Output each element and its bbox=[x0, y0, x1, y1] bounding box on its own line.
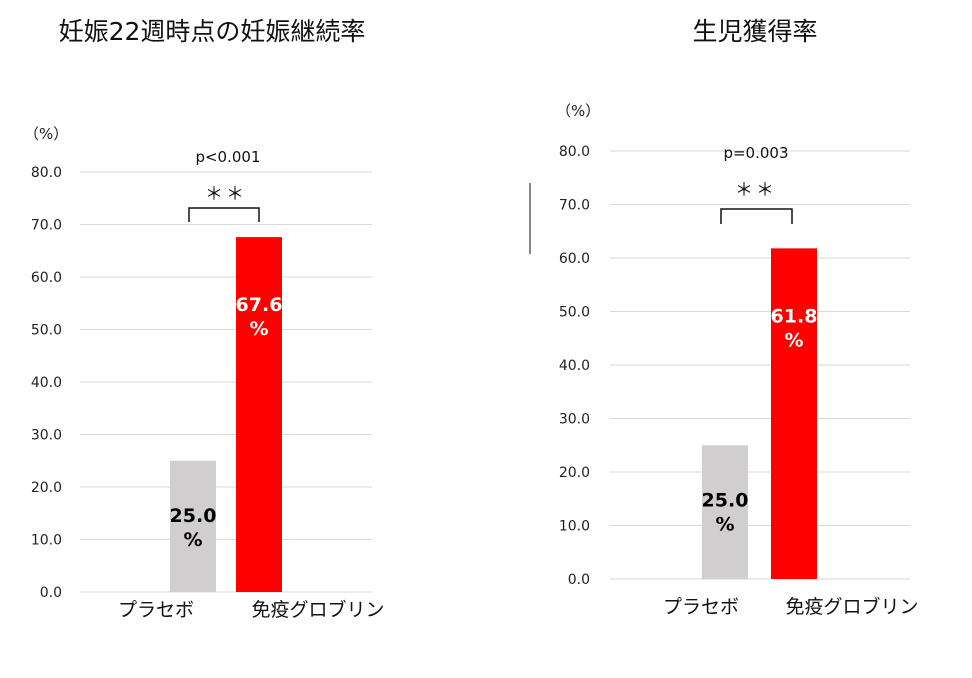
significance-bracket bbox=[720, 208, 793, 224]
bar bbox=[771, 248, 817, 579]
y-tick-label: 80.0 bbox=[559, 144, 590, 160]
y-axis: 0.0 10.0 20.0 30.0 40.0 50.0 60.0 70.0 80.0 bbox=[559, 144, 910, 588]
bar-series: 25.0%67.6% bbox=[170, 237, 283, 592]
y-tick-label: 60.0 bbox=[31, 270, 62, 286]
y-tick-label: 30.0 bbox=[559, 412, 590, 428]
y-tick-label: 70.0 bbox=[31, 218, 62, 234]
data-label: 67.6 bbox=[236, 294, 283, 316]
data-label-unit: % bbox=[249, 318, 268, 340]
y-tick-label: 20.0 bbox=[559, 465, 590, 481]
unit-label: （%） bbox=[556, 102, 600, 120]
y-tick-label: 40.0 bbox=[559, 358, 590, 374]
y-tick-label: 10.0 bbox=[559, 519, 590, 535]
x-axis-categories: プラセボ 免疫グロブリン bbox=[118, 598, 385, 621]
x-category-label: プラセボ bbox=[118, 599, 194, 621]
y-tick-label: 60.0 bbox=[559, 251, 590, 267]
y-tick-label: 70.0 bbox=[559, 198, 590, 214]
bar bbox=[236, 237, 282, 592]
significance-stars: ＊＊ bbox=[735, 180, 777, 201]
x-axis-categories: プラセボ 免疫グロブリン bbox=[663, 595, 919, 618]
y-axis: 0.0 10.0 20.0 30.0 40.0 50.0 60.0 70.0 80.0 bbox=[31, 165, 372, 601]
x-category-label: プラセボ bbox=[663, 596, 739, 618]
significance-annotation: p<0.001 ＊＊ bbox=[188, 148, 261, 222]
significance-bracket bbox=[188, 207, 260, 222]
unit-label: （%） bbox=[24, 125, 68, 143]
significance-annotation: p=0.003 ＊＊ bbox=[720, 144, 793, 224]
y-tick-label: 50.0 bbox=[31, 323, 62, 339]
y-tick-label: 30.0 bbox=[31, 428, 62, 444]
x-category-label: 免疫グロブリン bbox=[785, 595, 918, 618]
y-tick-label: 80.0 bbox=[31, 165, 62, 181]
y-tick-label: 10.0 bbox=[31, 533, 62, 549]
y-tick-label: 20.0 bbox=[31, 480, 62, 496]
y-tick-label: 0.0 bbox=[40, 585, 62, 601]
chart-title: 妊娠22週時点の妊娠継続率 bbox=[59, 17, 366, 46]
chart-title: 生児獲得率 bbox=[692, 17, 817, 46]
chart-left: 妊娠22週時点の妊娠継続率 （%） 0.0 10.0 20.0 30.0 40.0 50.… bbox=[24, 17, 385, 621]
p-value-label: p<0.001 bbox=[195, 148, 260, 166]
y-tick-label: 40.0 bbox=[31, 375, 62, 391]
y-tick-label: 50.0 bbox=[559, 305, 590, 321]
data-label-unit: % bbox=[183, 529, 202, 551]
p-value-label: p=0.003 bbox=[723, 144, 788, 162]
x-category-label: 免疫グロブリン bbox=[251, 598, 384, 621]
chart-right: 生児獲得率 （%） 0.0 10.0 20.0 30.0 40.0 50.0 60.0 70.… bbox=[529, 17, 919, 618]
data-label: 25.0 bbox=[702, 489, 749, 511]
data-label: 25.0 bbox=[170, 505, 217, 527]
bar-series: 25.0%61.8% bbox=[702, 248, 818, 579]
y-tick-label: 0.0 bbox=[568, 572, 590, 588]
bar bbox=[702, 445, 748, 579]
significance-stars: ＊＊ bbox=[205, 184, 247, 205]
data-label-unit: % bbox=[784, 329, 803, 351]
data-label-unit: % bbox=[715, 513, 734, 535]
data-label: 61.8 bbox=[771, 305, 818, 327]
bar bbox=[170, 460, 216, 592]
